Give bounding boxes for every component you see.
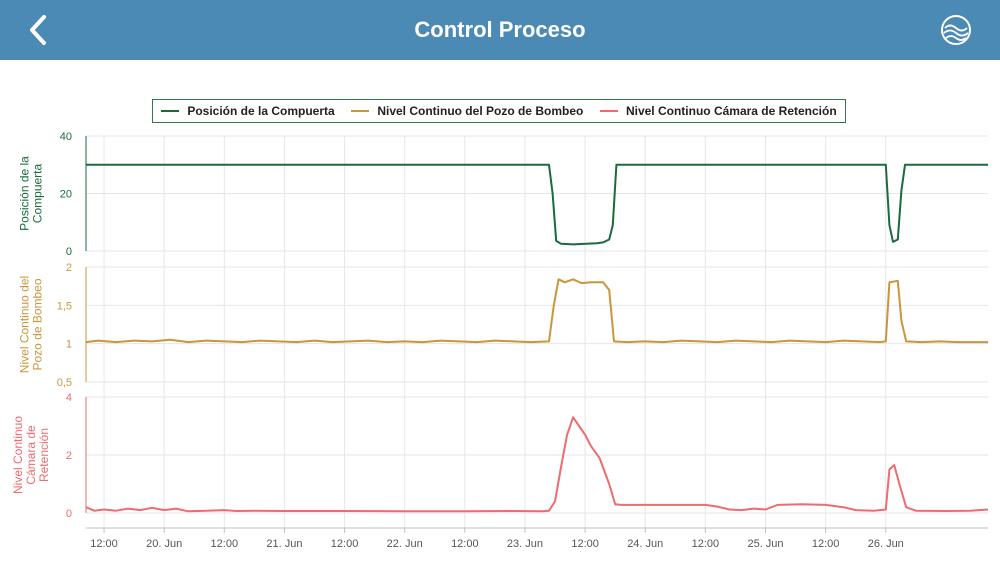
x-tick-label: 12:00 <box>451 538 479 550</box>
x-tick-label: 25. Jun <box>747 538 783 550</box>
logo-button[interactable] <box>940 14 972 46</box>
back-button[interactable] <box>22 12 58 48</box>
y-tick-label: 2 <box>66 450 72 462</box>
y-axis-label: Nivel Continuo del <box>18 276 32 373</box>
page-title: Control Proceso <box>414 17 586 42</box>
y-axis-label: Compuerta <box>31 164 45 224</box>
x-tick-label: 12:00 <box>692 538 720 550</box>
x-tick-label: 12:00 <box>331 538 359 550</box>
x-tick-label: 12:00 <box>211 538 239 550</box>
y-tick-label: 1 <box>66 339 72 351</box>
x-tick-label: 12:00 <box>90 538 118 550</box>
series-line <box>86 163 988 246</box>
y-tick-label: 0,5 <box>57 377 72 389</box>
x-tick-label: 26. Jun <box>868 538 904 550</box>
series-line <box>85 416 989 513</box>
y-tick-label: 20 <box>60 189 72 201</box>
legend-item-camara[interactable]: Nivel Continuo Cámara de Retención <box>599 104 837 118</box>
y-tick-label: 1,5 <box>57 300 72 312</box>
header-bar: Control Proceso <box>0 0 1000 60</box>
legend-item-compuerta[interactable]: Posición de la Compuerta <box>161 104 335 118</box>
y-tick-label: 0 <box>66 246 72 258</box>
legend-label: Nivel Continuo del Pozo de Bombeo <box>377 104 584 118</box>
legend-label: Nivel Continuo Cámara de Retención <box>625 104 837 118</box>
x-tick-label: 21. Jun <box>266 538 302 550</box>
y-axis-label: Nivel Continuo <box>11 416 25 494</box>
legend-label: Posición de la Compuerta <box>187 104 335 118</box>
y-axis-label: Pozo de Bombeo <box>31 278 45 370</box>
y-tick-label: 2 <box>66 262 72 274</box>
water-waves-icon <box>941 15 971 45</box>
y-tick-label: 40 <box>60 131 72 143</box>
x-tick-label: 24. Jun <box>627 538 663 550</box>
x-tick-label: 12:00 <box>812 538 840 550</box>
y-tick-label: 4 <box>66 392 72 404</box>
chevron-left-icon <box>30 15 46 45</box>
x-tick-label: 23. Jun <box>507 538 543 550</box>
legend-swatch <box>161 110 180 112</box>
legend-swatch <box>599 110 618 112</box>
legend-swatch <box>351 110 370 112</box>
series-line <box>85 278 988 344</box>
x-tick-label: 22. Jun <box>387 538 423 550</box>
y-axis-label: Posición de la <box>18 156 32 231</box>
y-tick-label: 0 <box>66 508 72 520</box>
y-axis-label: Cámara de <box>24 425 38 485</box>
chart-legend: Posición de la Compuerta Nivel Continuo … <box>152 99 846 123</box>
x-tick-label: 12:00 <box>571 538 599 550</box>
y-axis-label: Retención <box>37 428 51 482</box>
x-tick-label: 20. Jun <box>146 538 182 550</box>
legend-item-pozo[interactable]: Nivel Continuo del Pozo de Bombeo <box>351 104 583 118</box>
